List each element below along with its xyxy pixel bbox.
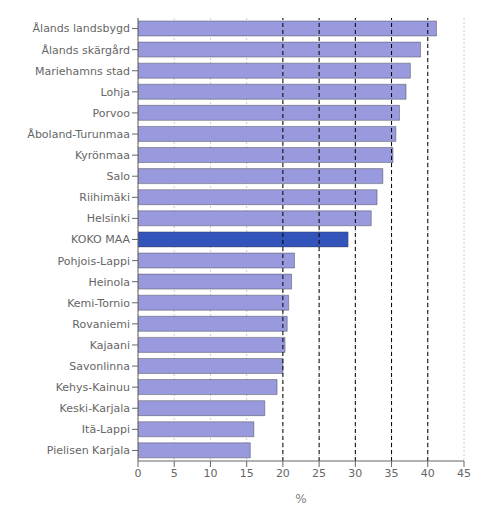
svg-text:5: 5 [171, 467, 178, 480]
svg-text:Porvoo: Porvoo [93, 107, 131, 120]
svg-text:KOKO MAA: KOKO MAA [71, 233, 130, 246]
svg-text:10: 10 [203, 467, 217, 480]
svg-text:Savonlinna: Savonlinna [69, 360, 130, 373]
svg-text:Itä-Lappi: Itä-Lappi [82, 423, 130, 436]
svg-text:30: 30 [348, 467, 362, 480]
svg-text:25: 25 [312, 467, 326, 480]
svg-text:Ålands landsbygd: Ålands landsbygd [33, 22, 130, 35]
svg-text:20: 20 [276, 467, 290, 480]
svg-text:Kyrönmaa: Kyrönmaa [75, 149, 130, 162]
svg-text:Kemi-Tornio: Kemi-Tornio [67, 297, 130, 310]
svg-text:Lohja: Lohja [101, 86, 130, 99]
svg-text:Kajaani: Kajaani [90, 339, 130, 352]
svg-text:Mariehamns stad: Mariehamns stad [35, 65, 130, 78]
svg-text:35: 35 [385, 467, 399, 480]
svg-text:Kehys-Kainuu: Kehys-Kainuu [56, 381, 130, 394]
svg-text:40: 40 [421, 467, 435, 480]
svg-text:Heinola: Heinola [88, 276, 130, 289]
svg-text:Keski-Karjala: Keski-Karjala [60, 402, 130, 415]
svg-text:45: 45 [457, 467, 471, 480]
svg-text:Pielisen Karjala: Pielisen Karjala [47, 444, 130, 457]
svg-text:Helsinki: Helsinki [87, 212, 130, 225]
svg-text:%: % [295, 492, 306, 506]
svg-text:15: 15 [240, 467, 254, 480]
svg-text:Åboland-Turunmaa: Åboland-Turunmaa [27, 128, 130, 141]
svg-text:Salo: Salo [106, 170, 130, 183]
svg-text:Ålands skärgård: Ålands skärgård [41, 44, 130, 57]
svg-text:Pohjois-Lappi: Pohjois-Lappi [58, 255, 130, 268]
svg-text:Rovaniemi: Rovaniemi [72, 318, 130, 331]
svg-text:0: 0 [135, 467, 142, 480]
svg-text:Riihimäki: Riihimäki [79, 191, 130, 204]
